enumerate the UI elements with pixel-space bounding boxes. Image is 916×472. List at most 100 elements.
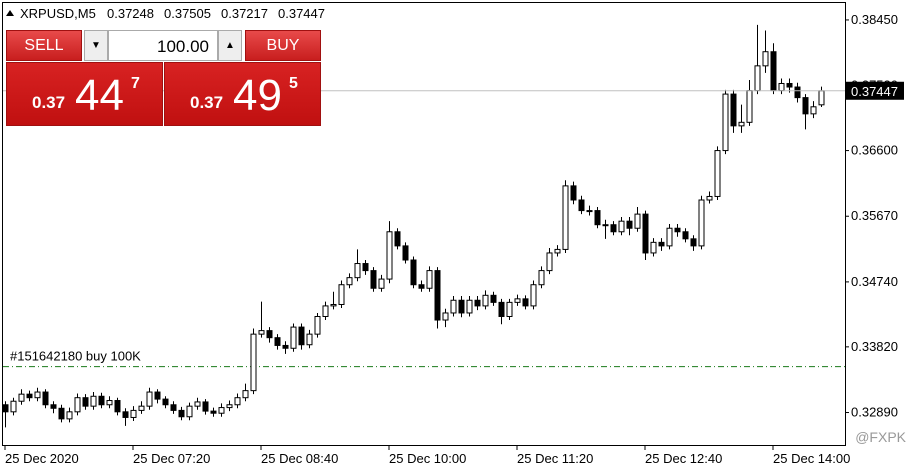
candle-body [714,150,721,197]
candle-body [234,397,241,406]
candle-body [202,401,209,412]
candle-body [658,241,665,247]
candle-body [90,395,97,407]
candle-body [130,409,137,418]
candle-body [290,326,297,349]
y-tick-label: 0.32890 [851,405,898,420]
x-tick-label: 25 Dec 08:40 [261,451,338,466]
candle-body [146,391,153,407]
candle-body [706,195,713,201]
candle-body [394,231,401,247]
buy-price-main: 49 [233,71,282,120]
candle-body [226,404,233,409]
candle-body [186,405,193,418]
buy-price-big: 0.37 [190,93,224,112]
symbol: XRPUSD,M5 [20,6,96,21]
x-tick-label: 25 Dec 11:20 [517,451,593,466]
candle-body [250,333,257,392]
candle-body [58,407,65,420]
plot-frame [2,2,846,446]
sell-price-small: 7 [131,75,140,92]
price-label-bg [846,81,904,100]
candle-body [210,410,217,414]
price-label: 0.37447 [851,84,898,99]
buy-price-small: 5 [289,75,298,92]
candle-body [466,299,473,314]
candle-body [530,284,537,307]
candle-body [338,284,345,305]
candle-body [730,93,737,127]
volume-input[interactable]: 100.00 [108,30,218,61]
candle-body [178,409,185,418]
candle-body [402,245,409,261]
candle-body [594,210,601,226]
candle-body [498,301,505,317]
candle-body [674,227,681,233]
sell-price[interactable]: 0.37 44 7 [6,62,163,126]
candle-body [122,411,129,418]
candle-body [602,224,609,227]
candle-body [698,199,705,247]
candle-body [610,224,617,233]
candle-body [362,263,369,272]
y-tick-label: 0.34740 [851,274,898,289]
candle-body [426,270,433,289]
candle-body [770,51,777,92]
candle-body [66,411,73,420]
sell-price-big: 0.37 [32,93,66,112]
buy-button[interactable]: BUY [245,30,321,61]
candle-body [154,391,161,400]
candle-body [802,97,809,115]
candle-body [442,312,449,321]
candle-body [50,404,57,409]
buy-price[interactable]: 0.37 49 5 [164,62,321,126]
candle-body [562,185,569,250]
candle-body [74,397,81,413]
candle-body [418,284,425,289]
candle-body [162,398,169,406]
candle-body [762,51,769,67]
header-open: 0.37248 [107,6,154,21]
candle-body [450,299,457,314]
candle-body [26,393,33,399]
candle-body [570,185,577,201]
candle-body [330,303,337,307]
candle-body [634,213,641,229]
collapse-icon[interactable] [6,10,14,16]
candle-body [106,400,113,406]
candle-body [298,326,305,346]
candle-body [546,252,553,272]
candle-body [34,391,41,399]
sell-price-main: 44 [75,71,124,120]
candle-body [98,395,105,406]
volume-down[interactable]: ▼ [84,30,108,61]
candle-body [650,241,657,254]
candle-body [138,405,145,411]
candle-body [458,299,465,314]
candle-body [578,199,585,212]
candle-body [506,301,513,317]
candle-body [626,220,633,229]
candle-body [474,299,481,307]
candle-body [346,277,353,286]
candle-body [354,263,361,279]
candle-body [682,231,689,240]
candle-body [194,401,201,407]
candle-body [690,238,697,247]
candle-body [242,390,249,399]
candle-body [538,270,545,286]
x-tick-label: 25 Dec 10:00 [389,451,466,466]
x-tick-label: 25 Dec 12:40 [645,451,722,466]
candle-body [314,315,321,335]
header-close: 0.37447 [278,6,325,21]
y-tick-label: 0.33820 [851,339,898,354]
candle-body [666,227,673,247]
header-low: 0.37217 [221,6,268,21]
order-label: #151642180 buy 100K [10,349,141,364]
candle-body [114,400,121,413]
candle-body [554,248,561,254]
sell-button[interactable]: SELL [6,30,82,61]
volume-up[interactable]: ▲ [218,30,242,61]
